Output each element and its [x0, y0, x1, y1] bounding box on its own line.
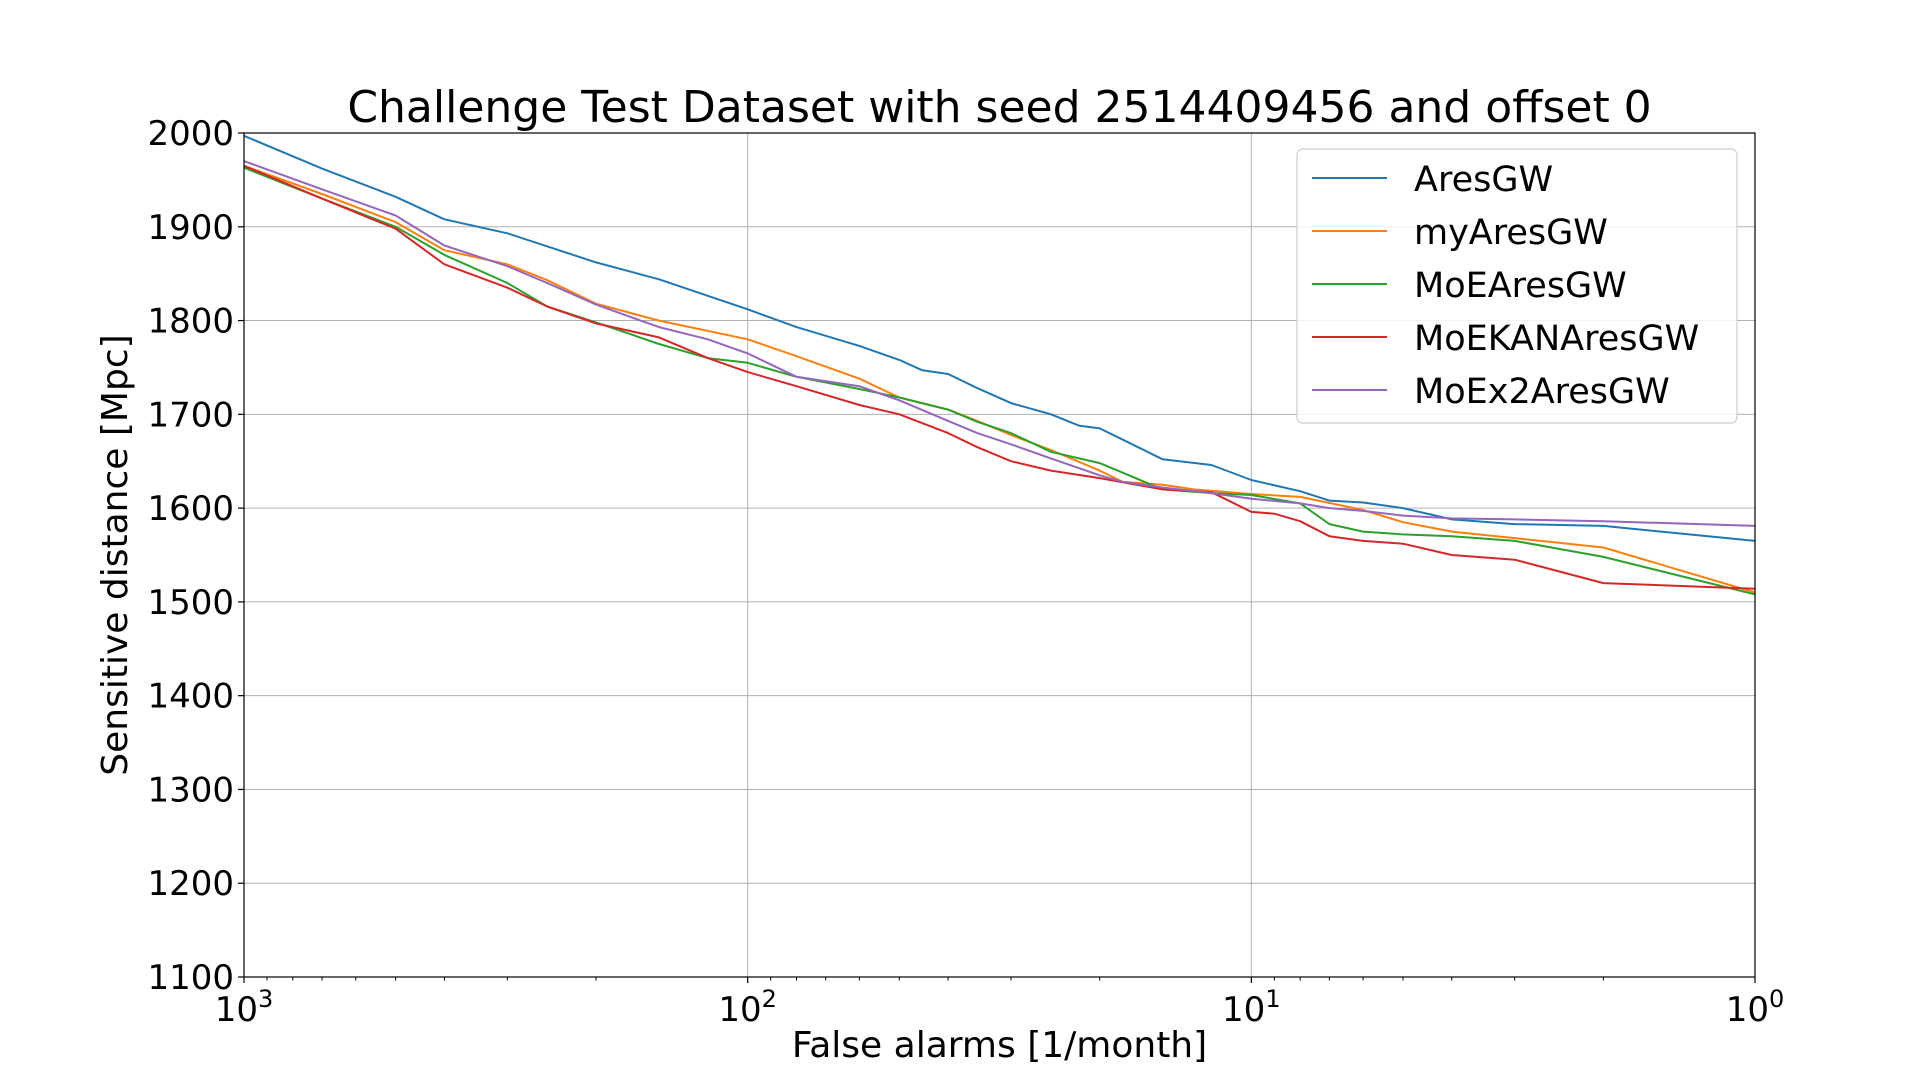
- x-tick-label: 100: [1726, 985, 1785, 1030]
- y-tick-label: 1200: [147, 864, 234, 904]
- y-tick-label: 1400: [147, 677, 234, 717]
- series-line-MoEKANAresGW: [243, 164, 1756, 590]
- y-tick-label: 1700: [147, 395, 234, 435]
- legend-label: MoEx2AresGW: [1414, 372, 1670, 412]
- legend-box: [1296, 148, 1738, 424]
- y-tick-label: 1600: [147, 489, 234, 529]
- y-tick-label: 1500: [147, 583, 234, 623]
- y-tick-label: 1800: [147, 302, 234, 342]
- legend-label: AresGW: [1414, 160, 1553, 200]
- y-tick-label: 1900: [147, 208, 234, 248]
- legend: AresGW myAresGW MoEAresGW MoEKANAresGW MoEx2…: [1296, 148, 1738, 424]
- y-tick-label: 1100: [147, 958, 234, 998]
- y-tick-label: 1300: [147, 770, 234, 810]
- y-tick-label: 2000: [147, 114, 234, 154]
- plot-frame: [243, 132, 1756, 978]
- y-axis-label: Sensitive distance [Mpc]: [95, 334, 136, 775]
- legend-label: MoEKANAresGW: [1414, 319, 1699, 359]
- x-tick-label: 102: [718, 985, 777, 1030]
- legend-label: myAresGW: [1414, 213, 1608, 253]
- x-axis-label: False alarms [1/month]: [792, 1025, 1207, 1066]
- x-axis: 103 102 101 100: [215, 977, 1785, 1030]
- y-axis: 1100 1200 1300 1400 1500 1600 1700 1800 1900 2000: [147, 114, 244, 998]
- x-tick-label: 101: [1222, 985, 1281, 1030]
- series-line-MoEx2AresGW: [243, 160, 1756, 527]
- x-tick-label: 103: [215, 985, 274, 1030]
- series-line-AresGW: [243, 134, 1756, 542]
- series-layer: [243, 134, 1756, 596]
- legend-label: MoEAresGW: [1414, 266, 1627, 306]
- series-line-MoEAresGW: [243, 166, 1756, 596]
- chart-title: Challenge Test Dataset with seed 2514409…: [347, 82, 1651, 133]
